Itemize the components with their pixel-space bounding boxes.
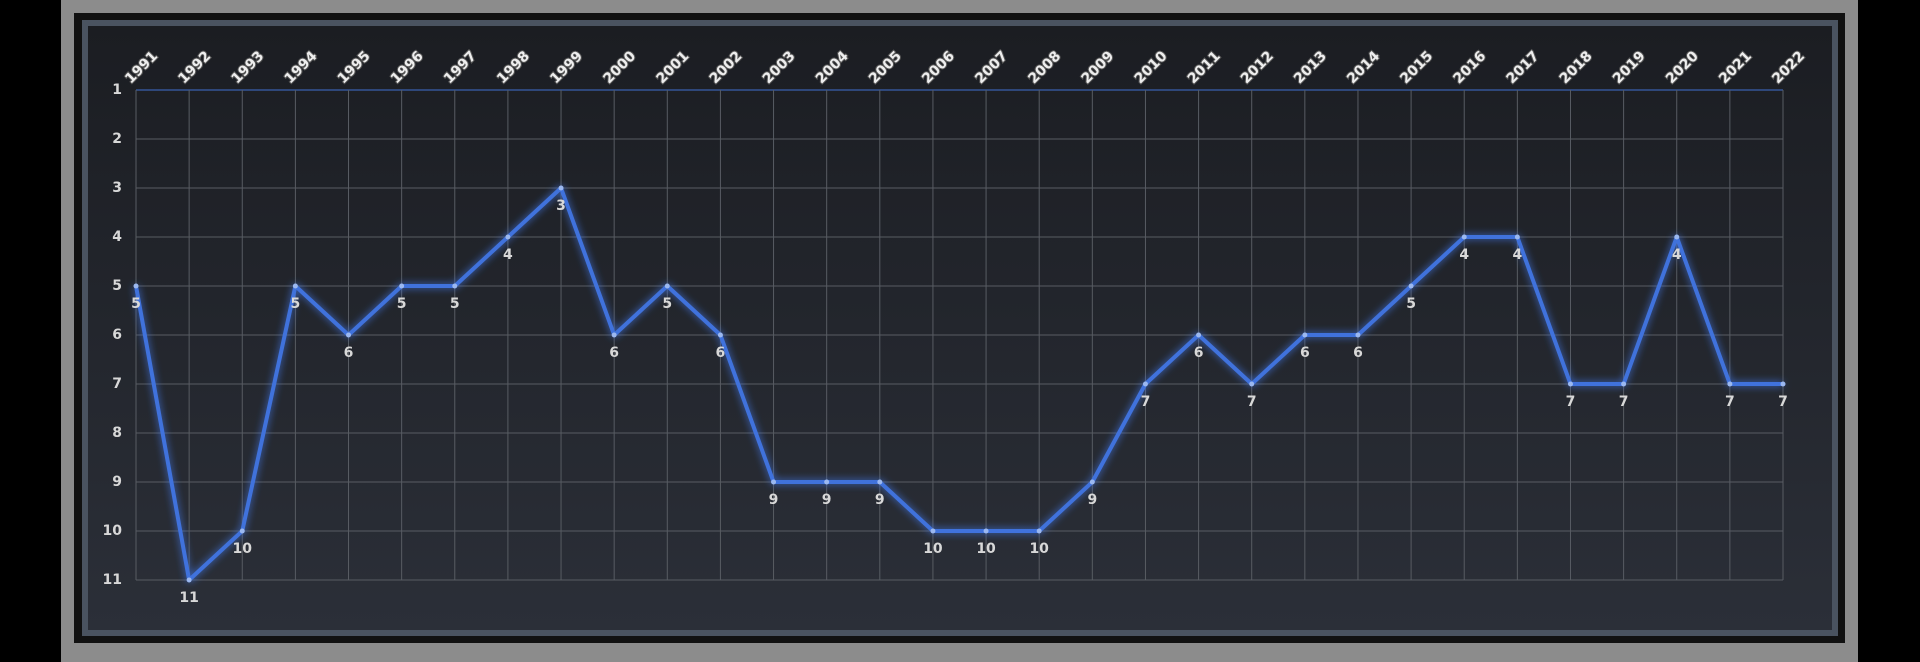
- data-label: 5: [450, 296, 460, 312]
- point: [558, 185, 564, 191]
- point: [186, 577, 192, 583]
- point: [505, 234, 511, 240]
- data-label: 9: [875, 492, 885, 508]
- y-tick-label: 10: [103, 523, 123, 539]
- data-label: 11: [179, 590, 198, 606]
- data-label: 6: [344, 345, 354, 361]
- point: [930, 528, 936, 534]
- data-label: 6: [1300, 345, 1310, 361]
- point: [1089, 479, 1095, 485]
- data-label: 7: [1247, 394, 1257, 410]
- data-label: 7: [1725, 394, 1735, 410]
- data-label: 10: [233, 541, 253, 557]
- y-tick-label: 2: [112, 131, 122, 147]
- data-label: 9: [1087, 492, 1097, 508]
- point: [611, 332, 617, 338]
- point: [1249, 381, 1255, 387]
- y-tick-label: 1: [112, 82, 122, 98]
- line: [134, 186, 1783, 582]
- point: [824, 479, 830, 485]
- y-tick-label: 3: [112, 180, 122, 196]
- data-label: 5: [291, 296, 301, 312]
- point: [1355, 332, 1361, 338]
- point: [346, 332, 352, 338]
- point: [1036, 528, 1042, 534]
- point: [292, 283, 298, 289]
- data-label: 10: [923, 541, 943, 557]
- point: [983, 528, 989, 534]
- point: [664, 283, 670, 289]
- point: [399, 283, 405, 289]
- point: [1674, 234, 1680, 240]
- data-label: 4: [1672, 247, 1682, 263]
- data-label: 6: [609, 345, 619, 361]
- data-label: 4: [1459, 247, 1469, 263]
- y-tick-label: 4: [112, 229, 122, 245]
- point: [1408, 283, 1414, 289]
- point: [877, 479, 883, 485]
- point: [717, 332, 723, 338]
- data-label: 6: [1353, 345, 1363, 361]
- data-label: 6: [716, 345, 726, 361]
- point: [1142, 381, 1148, 387]
- point: [133, 283, 139, 289]
- data-label: 5: [1406, 296, 1416, 312]
- point: [1780, 381, 1786, 387]
- y-tick-label: 9: [112, 474, 122, 490]
- data-label: 9: [769, 492, 779, 508]
- data-label: 9: [822, 492, 832, 508]
- data-label: 7: [1141, 394, 1151, 410]
- data-label: 5: [131, 296, 141, 312]
- data-label: 7: [1619, 394, 1629, 410]
- data-label: 4: [1512, 247, 1522, 263]
- y-tick-label: 8: [112, 425, 122, 441]
- point: [239, 528, 245, 534]
- data-label: 7: [1566, 394, 1576, 410]
- y-tick-label: 5: [112, 278, 122, 294]
- point: [1514, 234, 1520, 240]
- point: [1461, 234, 1467, 240]
- point: [1567, 381, 1573, 387]
- point: [1302, 332, 1308, 338]
- point: [1196, 332, 1202, 338]
- data-label: 10: [1029, 541, 1049, 557]
- data-label: 5: [662, 296, 672, 312]
- data-label: 6: [1194, 345, 1204, 361]
- data-label: 3: [556, 198, 566, 214]
- data-label: 10: [976, 541, 996, 557]
- data-label: 4: [503, 247, 513, 263]
- data-label: 7: [1778, 394, 1788, 410]
- point: [1621, 381, 1627, 387]
- y-tick-label: 6: [112, 327, 122, 343]
- y-tick-label: 11: [103, 572, 122, 588]
- point: [771, 479, 777, 485]
- y-tick-label: 7: [112, 376, 122, 392]
- point: [1727, 381, 1733, 387]
- data-label: 5: [397, 296, 407, 312]
- point: [452, 283, 458, 289]
